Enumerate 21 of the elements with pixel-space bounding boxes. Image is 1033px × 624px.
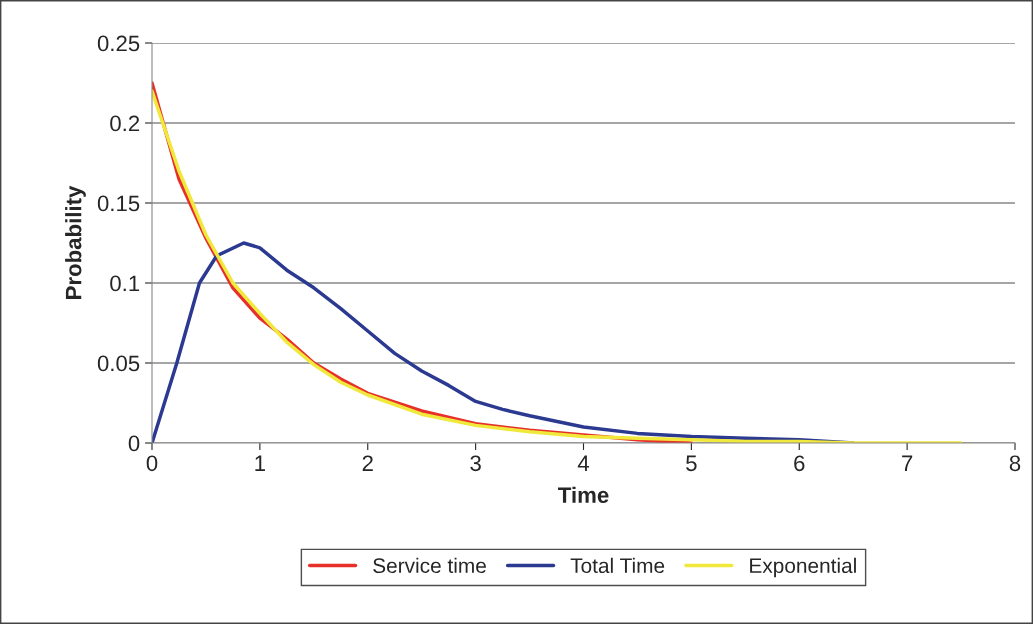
x-tick-label: 7 (902, 455, 913, 471)
y-tick-label: 0.2 (110, 115, 140, 132)
y-tick-label: 0 (128, 435, 140, 452)
x-tick-label: 2 (362, 455, 373, 471)
x-tick-label: 0 (146, 455, 158, 472)
y-tick-label: 0.25 (97, 35, 140, 52)
x-tick-label: 3 (470, 455, 481, 472)
line-series (152, 89, 963, 443)
x-tick-label: 4 (577, 455, 590, 471)
y-axis-title: Probability (65, 185, 86, 299)
legend-label: Exponential (750, 557, 856, 578)
x-tick-label: 8 (1009, 455, 1021, 472)
x-tick-label: 1 (255, 455, 265, 471)
y-tick-label: 0.15 (97, 195, 140, 212)
legend-label: Total Time (570, 557, 665, 574)
x-axis-title: Time (558, 486, 609, 503)
x-tick-label: 5 (686, 455, 697, 472)
x-tick-label: 6 (794, 455, 805, 472)
y-tick-label: 0.05 (97, 355, 140, 372)
y-tick-label: 0.1 (110, 275, 140, 292)
legend-label: Service time (373, 557, 486, 574)
